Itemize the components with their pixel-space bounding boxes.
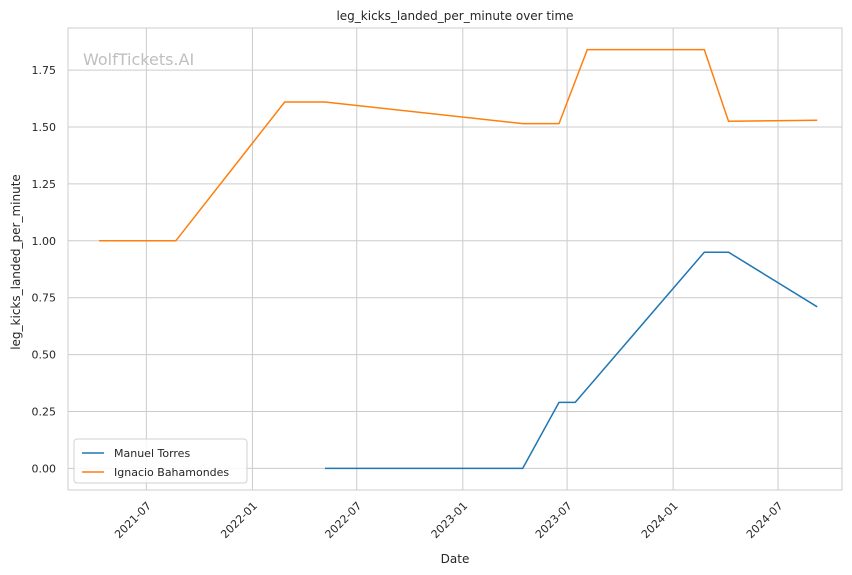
y-axis-label: leg_kicks_landed_per_minute [9, 174, 23, 350]
x-tick-label: 2022-07 [323, 499, 365, 541]
series-lines [99, 48, 818, 470]
plot-frame [67, 27, 843, 491]
legend-label: Manuel Torres [114, 447, 190, 460]
y-tick-label: 1.25 [32, 178, 57, 191]
y-tick-label: 1.50 [32, 121, 57, 134]
y-tick-label: 0.50 [32, 349, 57, 362]
x-tick-label: 2023-01 [429, 499, 471, 541]
legend-label: Ignacio Bahamondes [114, 466, 229, 479]
x-axis: 2021-07 2022-01 2022-07 2023-01 2023-07 2024-… [112, 499, 785, 541]
y-tick-label: 0.00 [32, 462, 57, 475]
x-tick-label: 2021-07 [112, 499, 154, 541]
y-tick-label: 1.00 [32, 235, 57, 248]
y-tick-label: 1.75 [32, 64, 57, 77]
y-tick-label: 0.75 [32, 292, 57, 305]
chart-title: leg_kicks_landed_per_minute over time [336, 9, 573, 23]
x-tick-label: 2024-01 [639, 499, 681, 541]
x-axis-label: Date [441, 552, 470, 566]
legend-box [73, 438, 248, 484]
series-line-0 [325, 251, 818, 470]
legend: Manuel Torres Ignacio Bahamondes [73, 438, 248, 484]
series-line-1 [99, 48, 818, 242]
plot-area [68, 28, 842, 490]
watermark: WolfTickets.AI [83, 50, 194, 69]
x-tick-label: 2023-07 [533, 499, 575, 541]
y-axis: 0.00 0.25 0.50 0.75 1.00 1.25 1.50 1.75 [32, 64, 57, 475]
x-tick-label: 2024-07 [744, 499, 786, 541]
y-tick-label: 0.25 [32, 405, 57, 418]
x-tick-label: 2022-01 [218, 499, 260, 541]
